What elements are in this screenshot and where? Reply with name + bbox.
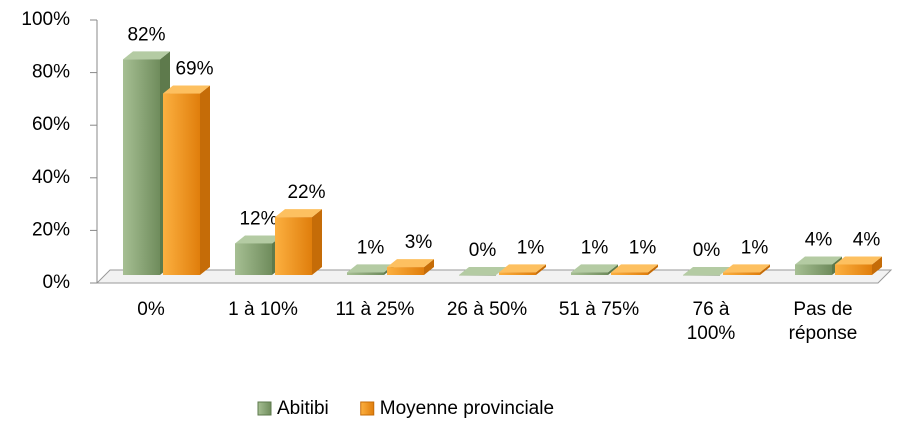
- bar-face: [235, 235, 282, 244]
- data-label: 82%: [127, 24, 165, 45]
- data-label: 1%: [581, 237, 609, 258]
- x-tick-label: 1 à 10%: [228, 299, 298, 320]
- bar-face: [723, 264, 770, 273]
- legend-swatch: [360, 401, 375, 416]
- y-tick-label: 0%: [43, 272, 71, 293]
- bar-face: [459, 267, 506, 275]
- data-label: 0%: [693, 240, 721, 261]
- y-tick-label: 40%: [32, 167, 70, 188]
- y-tick-label: 20%: [32, 219, 70, 240]
- bar-face: [795, 256, 842, 265]
- legend-swatch: [257, 401, 272, 416]
- bar-face: [760, 264, 770, 275]
- data-label: 1%: [741, 237, 769, 258]
- bar-face: [275, 217, 312, 275]
- x-tick-label: 11 à 25%: [335, 299, 415, 320]
- y-tick-label: 60%: [32, 114, 70, 135]
- bar-face: [163, 85, 210, 94]
- bar: [683, 267, 730, 276]
- data-label: 1%: [357, 237, 385, 258]
- bar-face: [795, 264, 832, 275]
- bar: [571, 264, 618, 275]
- bar-face: [347, 264, 394, 273]
- bar-face: [835, 264, 872, 275]
- bar: [387, 259, 434, 275]
- bar-face: [571, 264, 618, 273]
- x-tick-label: 26 à 50%: [446, 299, 528, 320]
- bar-face: [499, 264, 546, 273]
- bar-face: [571, 272, 608, 275]
- x-tick-label: Pas de réponse: [788, 299, 858, 344]
- bar-face: [723, 272, 760, 275]
- bar-face: [499, 272, 536, 275]
- bar-face: [536, 264, 546, 275]
- bar-face: [424, 259, 434, 275]
- bar: [835, 256, 882, 275]
- data-label: 69%: [175, 59, 213, 80]
- bar-face: [648, 264, 658, 275]
- bar: [235, 235, 282, 275]
- data-label: 3%: [405, 232, 433, 253]
- bar-face: [123, 59, 160, 276]
- x-tick-label: 0%: [137, 299, 165, 320]
- data-label: 1%: [517, 237, 545, 258]
- bar-face: [123, 51, 170, 60]
- data-label: 1%: [629, 237, 657, 258]
- bar: [611, 264, 658, 275]
- bar-face: [608, 264, 618, 275]
- bar-face: [683, 275, 720, 276]
- bar: [499, 264, 546, 275]
- data-label: 4%: [853, 229, 881, 250]
- data-label: 0%: [469, 240, 497, 261]
- bar-face: [163, 93, 200, 275]
- bar: [459, 267, 506, 276]
- bar: [163, 85, 210, 275]
- x-tick-label: 76 à 100%: [686, 299, 736, 344]
- bar: [123, 51, 170, 276]
- legend-label: Abitibi: [277, 398, 329, 419]
- bar-face: [611, 264, 658, 273]
- data-label: 12%: [239, 208, 277, 229]
- data-label: 22%: [287, 182, 325, 203]
- bar-face: [611, 272, 648, 275]
- x-tick-label: 51 à 75%: [558, 299, 640, 320]
- bar-face: [200, 85, 210, 275]
- data-label: 4%: [805, 229, 833, 250]
- bar-face: [387, 267, 424, 275]
- bar-face: [312, 209, 322, 275]
- bar-face: [235, 243, 272, 275]
- bar-face: [683, 267, 730, 275]
- bar-face: [275, 209, 322, 218]
- bar: [723, 264, 770, 275]
- bar: [275, 209, 322, 275]
- bar-face: [459, 275, 496, 276]
- bar-face: [872, 256, 882, 275]
- y-tick-label: 100%: [21, 9, 70, 30]
- legend-label: Moyenne provinciale: [380, 398, 554, 419]
- bar-face: [347, 272, 384, 275]
- bar-face: [835, 256, 882, 265]
- bar-face: [387, 259, 434, 268]
- bar: [795, 256, 842, 275]
- y-tick-label: 80%: [32, 62, 70, 83]
